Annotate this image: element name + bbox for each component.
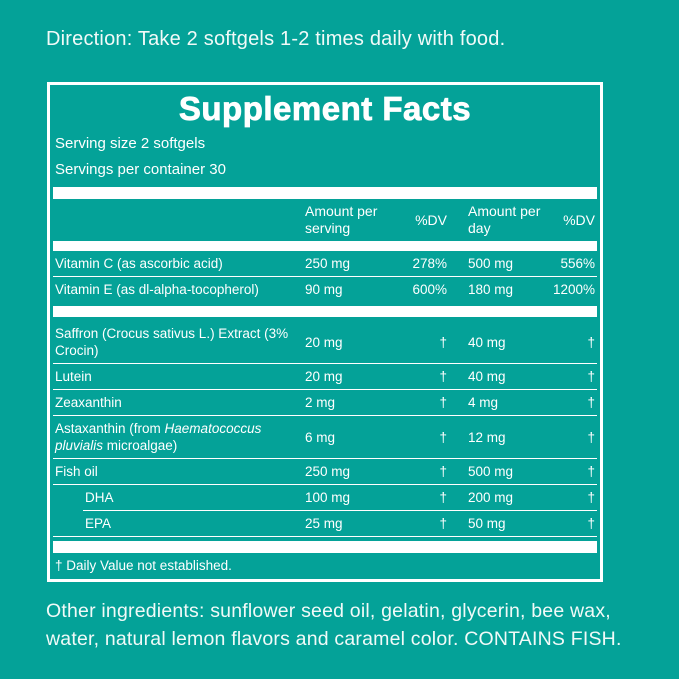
dv-serving-value: † <box>439 464 447 479</box>
servings-per-container-text: Servings per container 30 <box>55 161 226 178</box>
dv-serving-value: † <box>439 429 447 445</box>
nutrient-name: Vitamin C (as ascorbic acid) <box>55 256 223 271</box>
nutrient-name: Astaxanthin (from Haematococcus pluvialis… <box>55 421 262 453</box>
dv-day-value: 556% <box>560 256 595 271</box>
amount-per-serving-value: 100 mg <box>305 490 351 505</box>
amount-per-day-value: 50 mg <box>468 516 506 531</box>
amount-per-serving-value: 20 mg <box>305 369 343 384</box>
dv-day-value: † <box>587 429 595 445</box>
other-ingredients-text: Other ingredients: sunflower seed oil, g… <box>46 597 622 653</box>
row-separator-line <box>53 363 597 364</box>
dv-serving-value: † <box>439 395 447 410</box>
amount-per-day-value: 40 mg <box>468 369 506 384</box>
table-header-row: Amount per serving %DV Amount per day %D… <box>50 199 600 241</box>
amount-per-day-value: 500 mg <box>468 464 514 479</box>
separator-bar-thick <box>53 241 597 251</box>
nutrient-name: DHA <box>85 490 114 505</box>
supplement-facts-title: Supplement Facts <box>178 90 472 128</box>
dv-day-value: † <box>587 464 595 479</box>
separator-bar-thick <box>53 306 597 317</box>
direction-text: Direction: Take 2 softgels 1-2 times dai… <box>46 28 506 50</box>
dv-day-value: † <box>587 395 595 410</box>
header-amount-per-serving: Amount per serving <box>305 203 378 236</box>
amount-per-serving-value: 250 mg <box>305 256 351 271</box>
header-dv-serving: %DV <box>415 211 447 228</box>
dv-serving-value: 278% <box>412 256 447 271</box>
separator-bar-thick <box>53 541 597 553</box>
row-separator-line <box>53 415 597 416</box>
supplement-facts-panel: Supplement Facts Serving size 2 softgels… <box>47 82 603 582</box>
row-separator-line <box>53 484 597 485</box>
amount-per-serving-value: 90 mg <box>305 282 343 297</box>
amount-per-day-value: 500 mg <box>468 256 514 271</box>
amount-per-serving-value: 20 mg <box>305 334 343 350</box>
header-dv-day: %DV <box>563 211 595 228</box>
dv-day-value: 1200% <box>552 282 595 297</box>
other-ingredients-line: water, natural lemon flavors and caramel… <box>46 628 622 650</box>
nutrient-name: Saffron (Crocus sativus L.) Extract (3% C… <box>55 326 289 358</box>
dv-serving-value: † <box>439 490 447 505</box>
nutrient-name: Lutein <box>55 369 92 384</box>
row-separator-line <box>53 536 597 537</box>
dv-day-value: † <box>587 516 595 531</box>
amount-per-day-value: 12 mg <box>468 429 506 445</box>
amount-per-day-value: 200 mg <box>468 490 514 505</box>
nutrient-row: Saffron (Crocus sativus L.) Extract (3% C… <box>50 321 600 363</box>
daily-value-footnote: † Daily Value not established. <box>55 558 232 573</box>
nutrient-row: Vitamin C (as ascorbic acid) 250 mg 278% 50… <box>50 251 600 276</box>
row-separator-line <box>83 510 597 511</box>
nutrient-name: Vitamin E (as dl-alpha-tocopherol) <box>55 282 259 297</box>
nutrient-row: Zeaxanthin 2 mg † 4 mg † <box>50 390 600 415</box>
separator-bar-thick <box>53 187 597 199</box>
amount-per-serving-value: 250 mg <box>305 464 351 479</box>
nutrient-row: Lutein 20 mg † 40 mg † <box>50 364 600 389</box>
amount-per-day-value: 40 mg <box>468 334 506 350</box>
dv-day-value: † <box>587 334 595 350</box>
amount-per-day-value: 4 mg <box>468 395 499 410</box>
row-separator-line <box>53 389 597 390</box>
nutrient-row: EPA 25 mg † 50 mg † <box>50 511 600 536</box>
dv-serving-value: † <box>439 516 447 531</box>
serving-size-text: Serving size 2 softgels <box>55 135 206 152</box>
nutrient-row: DHA 100 mg † 200 mg † <box>50 485 600 510</box>
amount-per-serving-value: 25 mg <box>305 516 343 531</box>
row-separator-line <box>53 458 597 459</box>
amount-per-day-value: 180 mg <box>468 282 514 297</box>
nutrient-name: EPA <box>85 516 112 531</box>
row-separator-line <box>53 276 597 277</box>
amount-per-serving-value: 2 mg <box>305 395 336 410</box>
nutrient-name: Fish oil <box>55 464 98 479</box>
nutrient-row: Astaxanthin (from Haematococcus pluvialis… <box>50 416 600 458</box>
dv-serving-value: † <box>439 334 447 350</box>
nutrient-rows: Vitamin C (as ascorbic acid) 250 mg 278% 50… <box>50 251 600 537</box>
dv-serving-value: 600% <box>412 282 447 297</box>
dv-day-value: † <box>587 369 595 384</box>
nutrient-name: Zeaxanthin <box>55 395 122 410</box>
header-amount-per-day: Amount per day <box>468 203 541 236</box>
nutrient-row: Vitamin E (as dl-alpha-tocopherol) 90 mg 6… <box>50 277 600 302</box>
other-ingredients-line: Other ingredients: sunflower seed oil, g… <box>46 600 611 622</box>
dv-serving-value: † <box>439 369 447 384</box>
nutrient-row: Fish oil 250 mg † 500 mg † <box>50 459 600 484</box>
dv-day-value: † <box>587 490 595 505</box>
amount-per-serving-value: 6 mg <box>305 429 336 445</box>
